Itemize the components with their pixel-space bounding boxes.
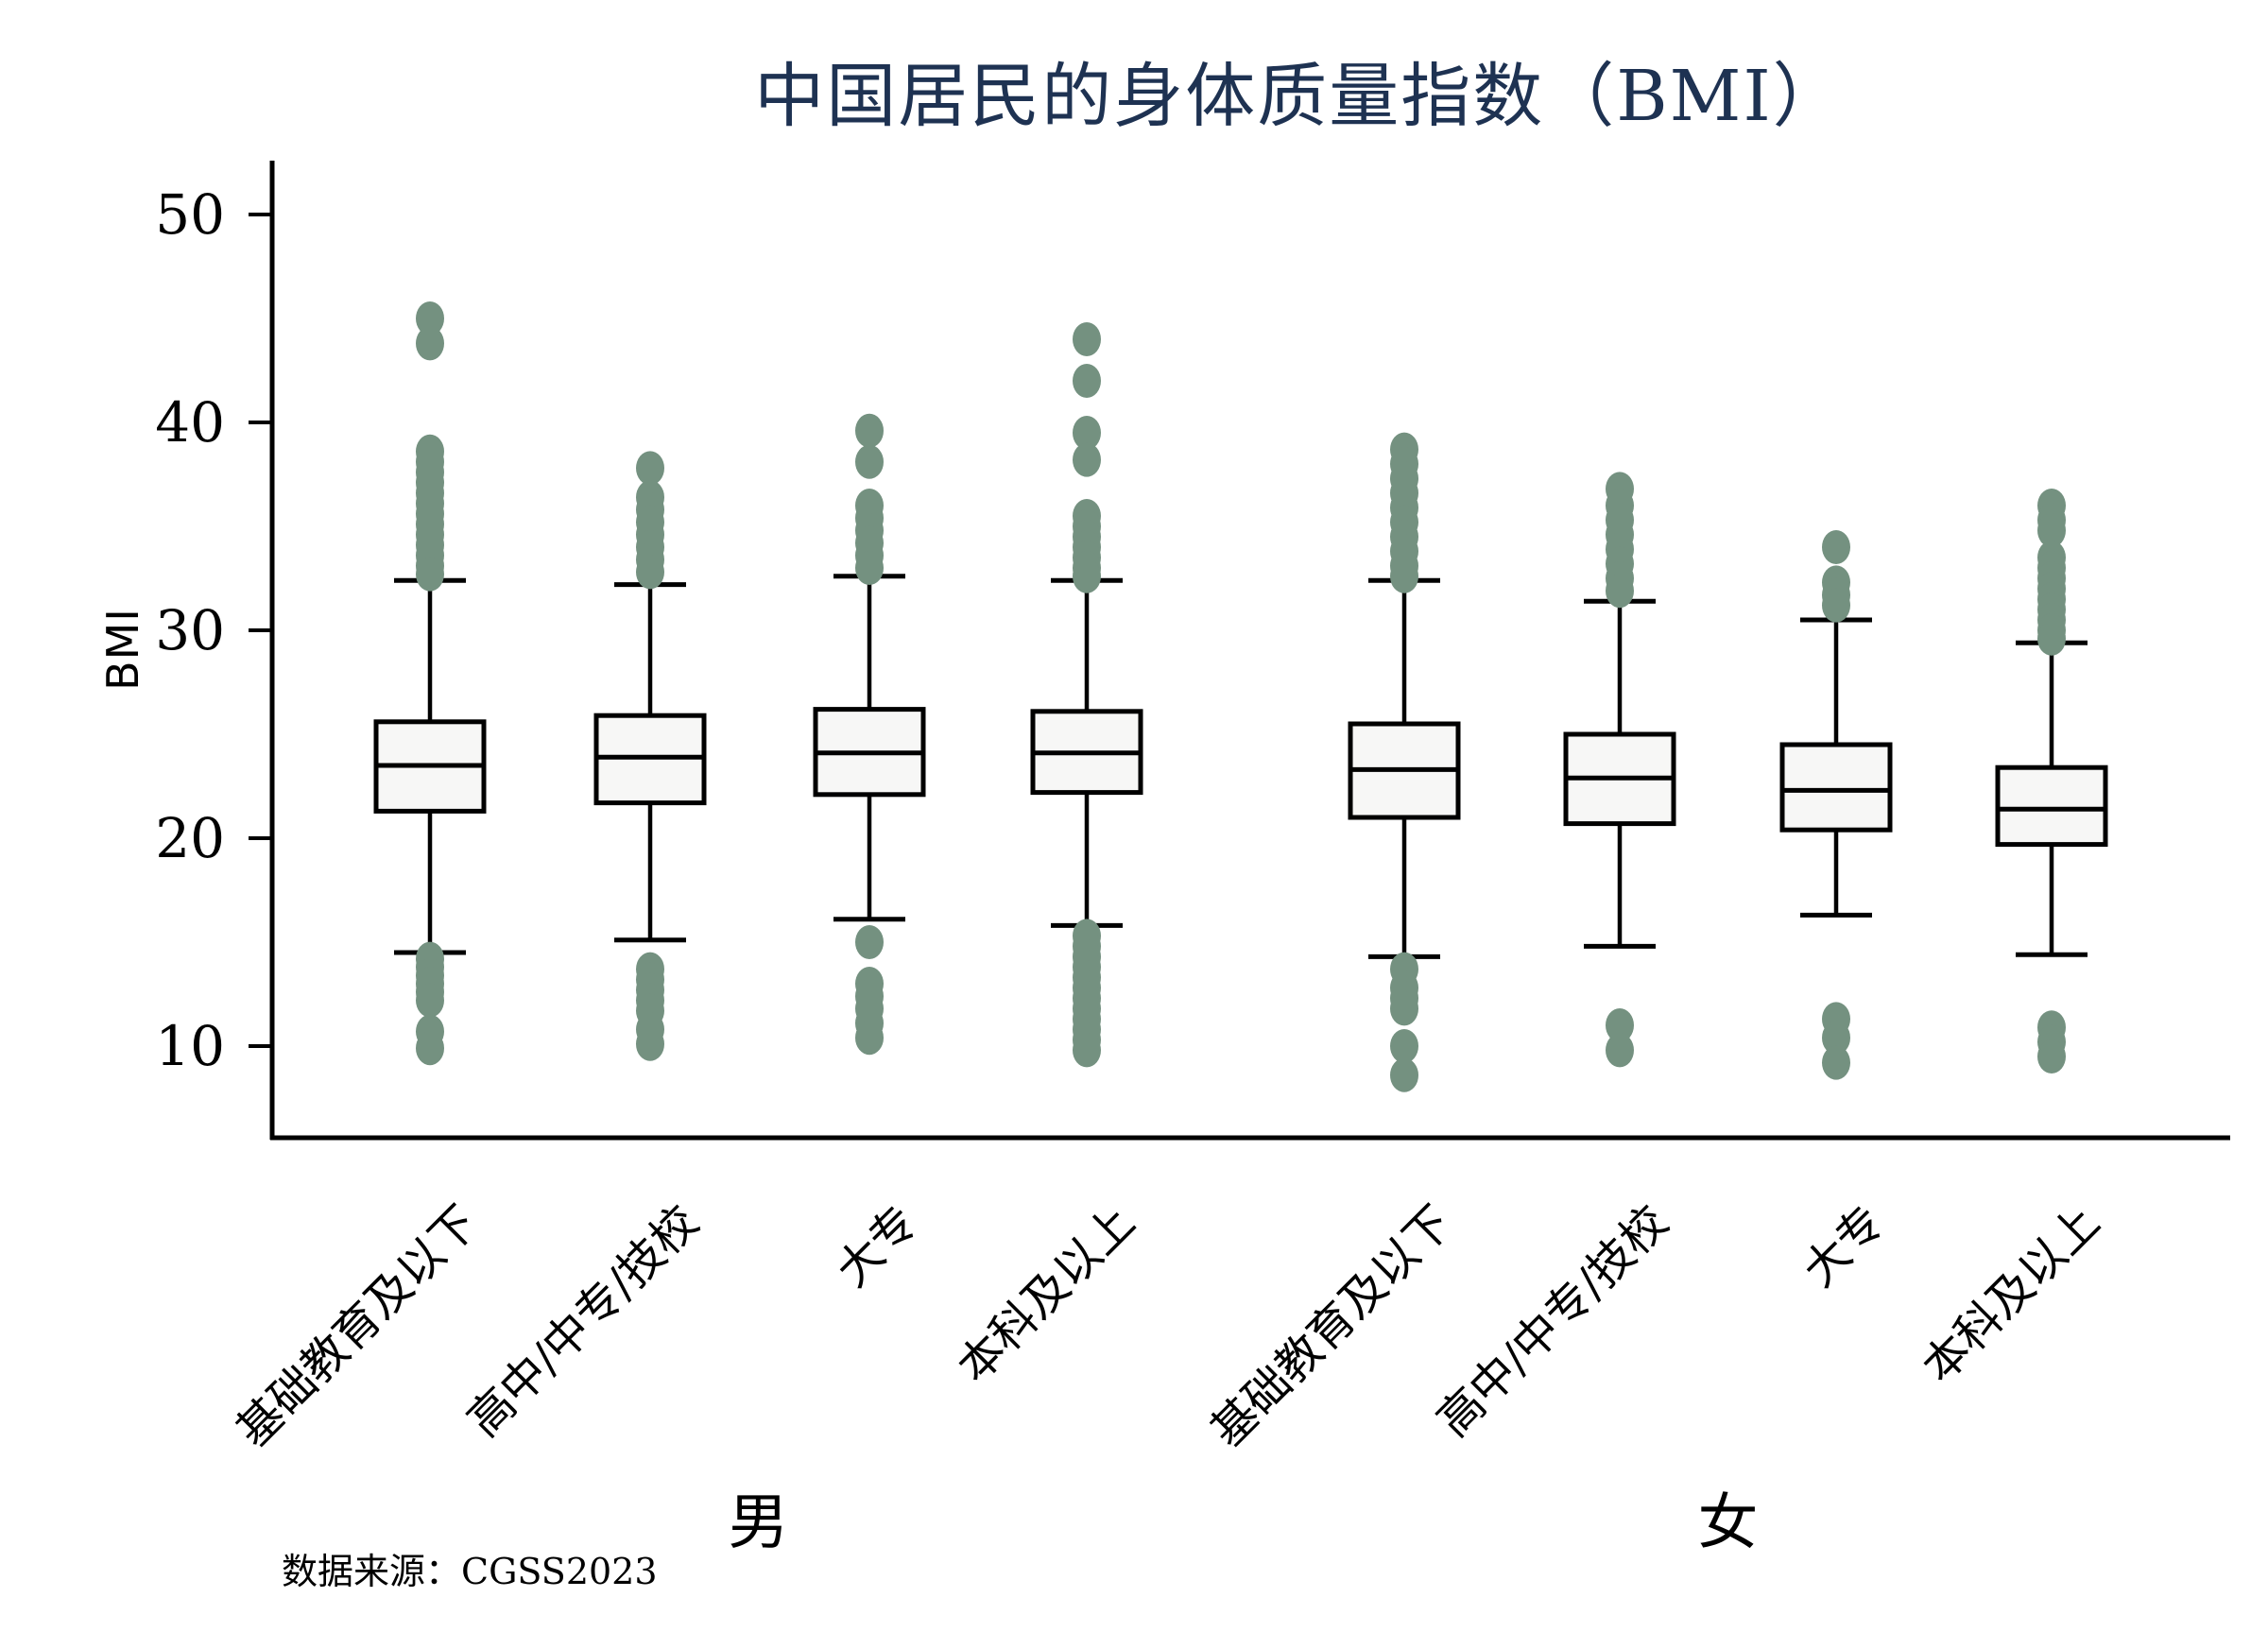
outlier-dot bbox=[1390, 558, 1418, 593]
outlier-dot bbox=[1390, 1057, 1418, 1092]
outlier-dot bbox=[416, 301, 444, 335]
outlier-dot bbox=[855, 925, 884, 959]
chart-title: 中国居民的身体质量指数（BMI） bbox=[754, 56, 1845, 137]
outlier-dot bbox=[1073, 322, 1101, 356]
outlier-dot bbox=[416, 1031, 444, 1066]
outlier-dot bbox=[636, 1026, 664, 1061]
outlier-dot bbox=[1606, 574, 1634, 609]
outlier-dot bbox=[2037, 621, 2066, 656]
outlier-dot bbox=[1073, 416, 1101, 450]
group-label: 女 bbox=[1697, 1488, 1759, 1558]
outlier-dot bbox=[2037, 1039, 2066, 1074]
outlier-dot bbox=[416, 983, 444, 1018]
outlier-dot bbox=[1073, 558, 1101, 593]
outlier-dot bbox=[1606, 1033, 1634, 1068]
outlier-dot bbox=[416, 557, 444, 592]
outlier-dot bbox=[1822, 530, 1850, 564]
y-tick-label: 50 bbox=[155, 182, 225, 247]
outlier-dot bbox=[1390, 1029, 1418, 1063]
outlier-dot bbox=[1822, 588, 1850, 623]
box-iqr bbox=[1779, 742, 1893, 833]
outlier-dot bbox=[1073, 442, 1101, 477]
outlier-dot bbox=[636, 555, 664, 590]
outlier-dot bbox=[1606, 1008, 1634, 1042]
source-note: 数据来源：CGSS2023 bbox=[282, 1551, 658, 1592]
outlier-dot bbox=[1073, 364, 1101, 398]
group-label: 男 bbox=[728, 1488, 789, 1558]
outlier-dot bbox=[1073, 1033, 1101, 1068]
outlier-dot bbox=[1390, 991, 1418, 1026]
outlier-dot bbox=[1822, 1021, 1850, 1056]
outlier-dot bbox=[855, 551, 884, 585]
y-tick-label: 40 bbox=[155, 390, 225, 455]
outlier-dot bbox=[636, 451, 664, 486]
outlier-dot bbox=[855, 1021, 884, 1056]
outlier-dot bbox=[2037, 513, 2066, 548]
outlier-dot bbox=[855, 413, 884, 448]
y-tick-label: 20 bbox=[155, 806, 225, 870]
outlier-dot bbox=[1822, 1045, 1850, 1080]
box-iqr bbox=[1995, 764, 2108, 848]
outlier-dot bbox=[416, 326, 444, 361]
y-tick-label: 10 bbox=[155, 1014, 225, 1078]
outlier-dot bbox=[855, 444, 884, 479]
y-tick-label: 30 bbox=[155, 598, 225, 662]
